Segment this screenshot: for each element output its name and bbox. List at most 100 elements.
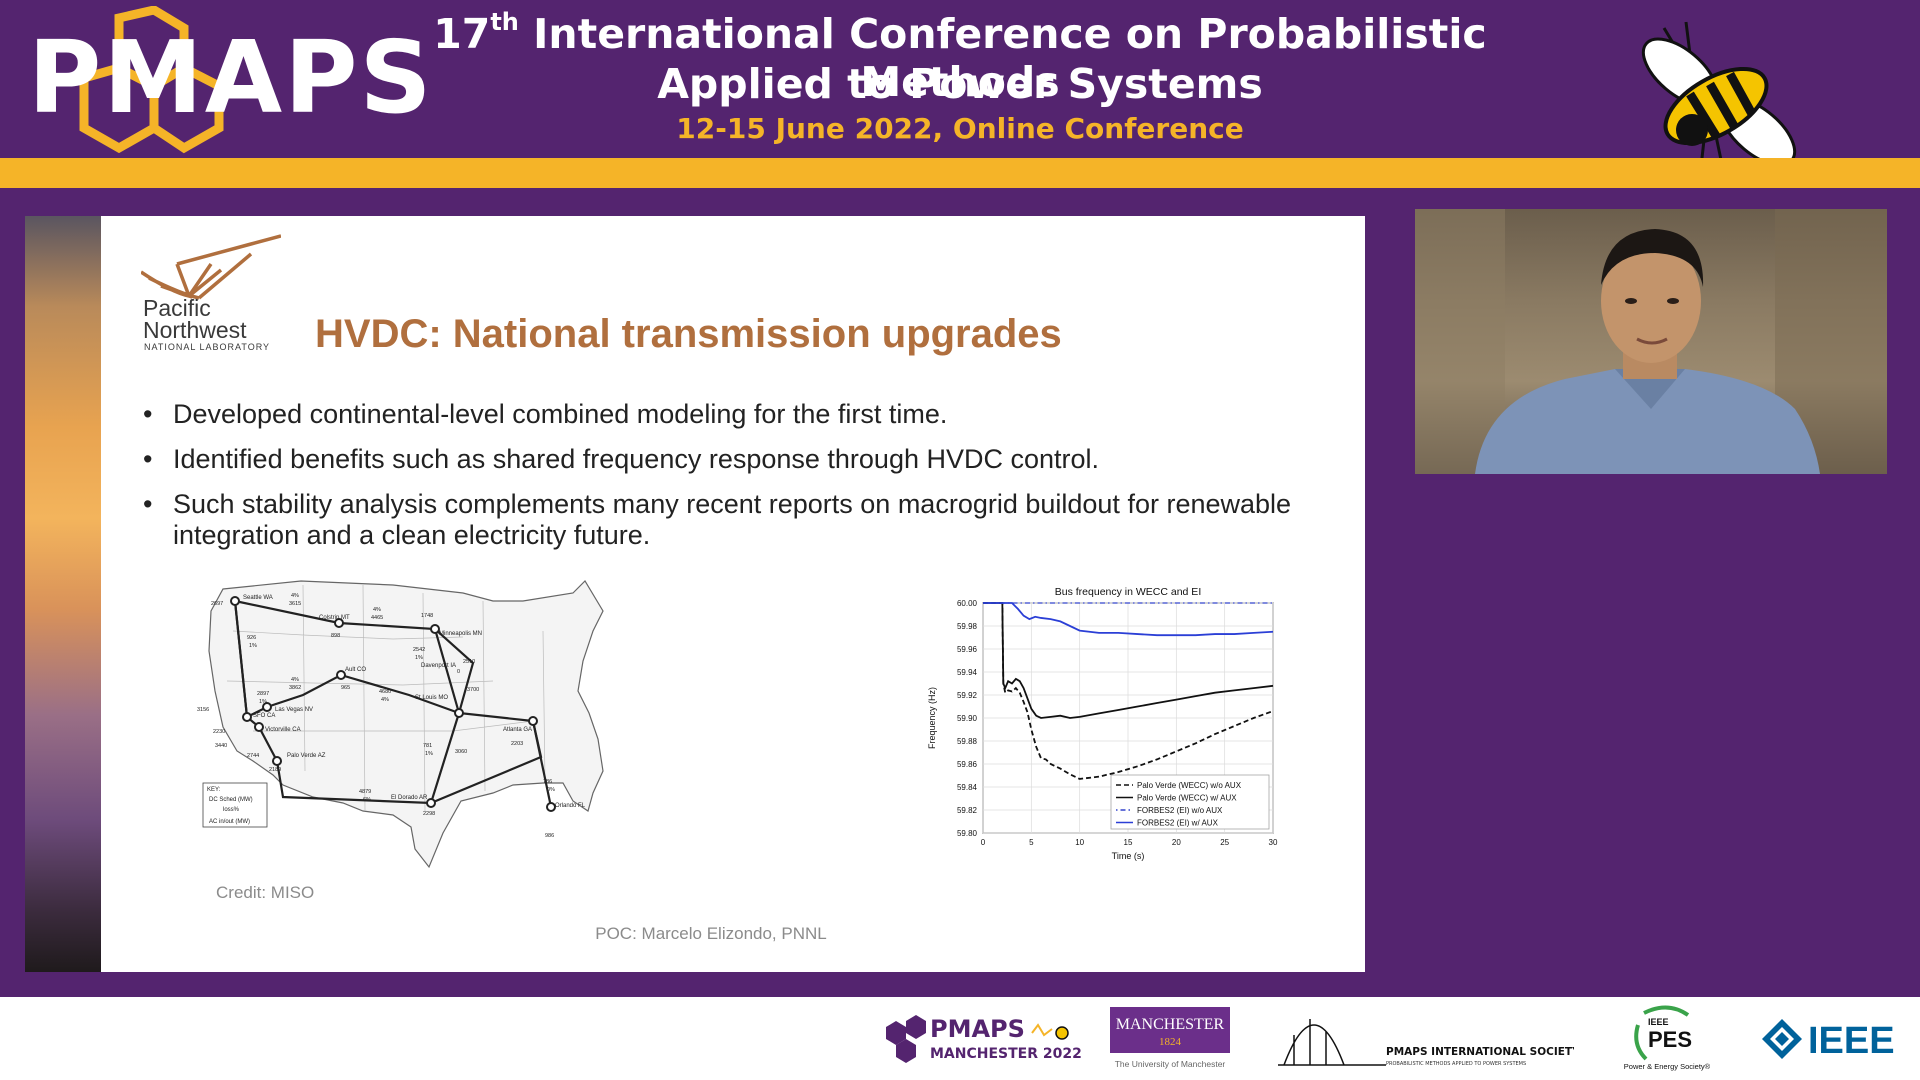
- x-axis-label: Time (s): [1112, 851, 1145, 861]
- map-label-minneapolis: Minneapolis MN: [439, 631, 482, 637]
- chart-y-ticks: 60.00 59.98 59.96 59.94 59.92 59.90 59.88 59.86…: [957, 599, 978, 838]
- map-value: 986: [545, 833, 554, 839]
- svg-text:MANCHESTER: MANCHESTER: [1116, 1016, 1225, 1033]
- presenter-video-icon: [1415, 209, 1887, 474]
- presenter-webcam: [1415, 209, 1887, 474]
- bullet-item: Developed continental-level combined mod…: [139, 399, 1319, 430]
- map-value: 2298: [423, 811, 435, 817]
- svg-text:IEEE: IEEE: [1808, 1020, 1895, 1062]
- map-value: 0%: [547, 787, 555, 793]
- legend-label: FORBES2 (EI) w/o AUX: [1137, 806, 1223, 815]
- map-value: 1%: [415, 655, 423, 661]
- map-value: 0: [457, 669, 460, 675]
- map-value: 781: [423, 743, 432, 749]
- presentation-slide: Pacific Northwest NATIONAL LABORATORY HV…: [101, 216, 1365, 972]
- map-label-las-vegas: Las Vegas NV: [275, 707, 313, 713]
- conference-banner: PMAPS 17th International Conference on P…: [0, 0, 1920, 177]
- sponsor-footer: PMAPS MANCHESTER 2022 MANCHESTER 1824 Th…: [0, 997, 1920, 1080]
- svg-text:loss%: loss%: [223, 807, 240, 813]
- chart-lines: [983, 602, 1274, 780]
- map-value: 1748: [421, 613, 433, 619]
- y-axis-label: Frequency (Hz): [927, 687, 937, 749]
- legend-label: Palo Verde (WECC) w/o AUX: [1137, 781, 1242, 790]
- map-label-victorville: Victorville CA: [265, 727, 301, 733]
- pnnl-logo-icon: [141, 234, 281, 300]
- x-tick-label: 30: [1269, 838, 1278, 847]
- svg-text:MANCHESTER 2022: MANCHESTER 2022: [930, 1046, 1082, 1062]
- map-value: 4%: [291, 677, 299, 683]
- map-value: 3156: [197, 707, 209, 713]
- x-tick-label: 25: [1220, 838, 1229, 847]
- pmaps-international-society-logo: PMAPS INTERNATIONAL SOCIETY PROBABILISTI…: [1278, 1019, 1574, 1067]
- x-tick-label: 20: [1172, 838, 1181, 847]
- y-tick-label: 60.00: [957, 599, 978, 608]
- map-value: 4465: [371, 615, 383, 621]
- y-tick-label: 59.80: [957, 829, 978, 838]
- series-line-0: [983, 602, 1274, 780]
- map-value: 1%: [259, 699, 267, 705]
- map-value: 4879: [359, 789, 371, 795]
- y-tick-label: 59.82: [957, 806, 978, 815]
- map-label-orlando: Orlando FL: [555, 803, 586, 809]
- x-tick-label: 0: [981, 838, 986, 847]
- conference-title-line2: Applied to Power Systems: [657, 60, 1263, 108]
- org-subtitle: NATIONAL LABORATORY: [144, 342, 271, 352]
- map-label-atlanta: Atlanta GA: [503, 727, 532, 733]
- y-tick-label: 59.92: [957, 691, 978, 700]
- map-credit: Credit: MISO: [216, 883, 315, 902]
- header-divider: [0, 158, 1920, 188]
- map-value: 3615: [289, 601, 301, 607]
- svg-text:Power & Energy Society®: Power & Energy Society®: [1624, 1062, 1711, 1071]
- chart-title: Bus frequency in WECC and EI: [1055, 586, 1201, 598]
- series-line-3: [983, 602, 1274, 637]
- ieee-logo: IEEE: [1762, 1019, 1895, 1062]
- map-value: 2697: [211, 601, 223, 607]
- legend-label: Palo Verde (WECC) w/ AUX: [1137, 794, 1237, 803]
- svg-text:PES: PES: [1648, 1027, 1692, 1052]
- map-value: 2542: [413, 647, 425, 653]
- bee-icon: [1641, 21, 1797, 177]
- map-value: 2189: [269, 767, 281, 773]
- map-label-el-dorado: El Dorado AR: [391, 795, 428, 801]
- map-value: 2510: [463, 659, 475, 665]
- x-tick-label: 15: [1124, 838, 1133, 847]
- map-key: KEY: DC Sched (MW) loss% AC in/out (MW): [202, 782, 268, 828]
- bullet-list: Developed continental-level combined mod…: [139, 399, 1319, 565]
- svg-text:PMAPS INTERNATIONAL SOCIETY: PMAPS INTERNATIONAL SOCIETY: [1386, 1046, 1574, 1058]
- legend-box: [1110, 774, 1270, 830]
- x-tick-label: 5: [1029, 838, 1034, 847]
- pmaps-manchester-logo: PMAPS MANCHESTER 2022: [886, 1015, 1082, 1063]
- bullet-item: Such stability analysis complements many…: [139, 489, 1319, 551]
- map-label-sfo: SFO CA: [253, 713, 275, 719]
- y-tick-label: 59.86: [957, 760, 978, 769]
- conference-date: 12-15 June 2022, Online Conference: [676, 112, 1244, 145]
- map-label-palo-verde: Palo Verde AZ: [287, 753, 326, 759]
- svg-text:KEY:: KEY:: [207, 787, 221, 793]
- map-value: 3440: [215, 743, 227, 749]
- conference-title-line1: 17th International Conference on Probabi…: [433, 8, 1487, 106]
- map-value: 926: [247, 635, 256, 641]
- svg-text:PROBABILISTIC METHODS APPLIED: PROBABILISTIC METHODS APPLIED TO POWER S…: [1386, 1061, 1526, 1067]
- pmaps-logo-text: PMAPS: [28, 19, 434, 136]
- chart-x-ticks: 0 5 10 15 20 25 30: [981, 838, 1278, 847]
- map-value: 4%: [291, 593, 299, 599]
- svg-text:PMAPS: PMAPS: [930, 1015, 1025, 1043]
- map-value: 2203: [511, 741, 523, 747]
- org-name-line2: Northwest: [143, 317, 247, 343]
- us-hvdc-map: Seattle WA Colstrip MT Minneapolis MN Da…: [197, 580, 604, 869]
- map-value: 4%: [373, 607, 381, 613]
- x-tick-label: 10: [1075, 838, 1084, 847]
- legend-label: FORBES2 (EI) w/ AUX: [1137, 819, 1219, 828]
- bus-frequency-chart: Bus frequency in WECC and EI 60.00 59.98 5…: [927, 586, 1278, 861]
- map-value: 898: [331, 633, 340, 639]
- map-value: 786: [543, 779, 552, 785]
- university-of-manchester-logo: MANCHESTER 1824 The University of Manche…: [1110, 1007, 1230, 1069]
- map-value: 4%: [381, 697, 389, 703]
- y-tick-label: 59.84: [957, 783, 978, 792]
- svg-text:The University of Manchester: The University of Manchester: [1115, 1059, 1226, 1069]
- map-label-st-louis: St Louis MO: [415, 695, 448, 701]
- svg-text:IEEE: IEEE: [1648, 1017, 1669, 1027]
- map-value: 965: [341, 685, 350, 691]
- honeycomb-icon: [79, 5, 224, 154]
- map-value: 2230: [213, 729, 225, 735]
